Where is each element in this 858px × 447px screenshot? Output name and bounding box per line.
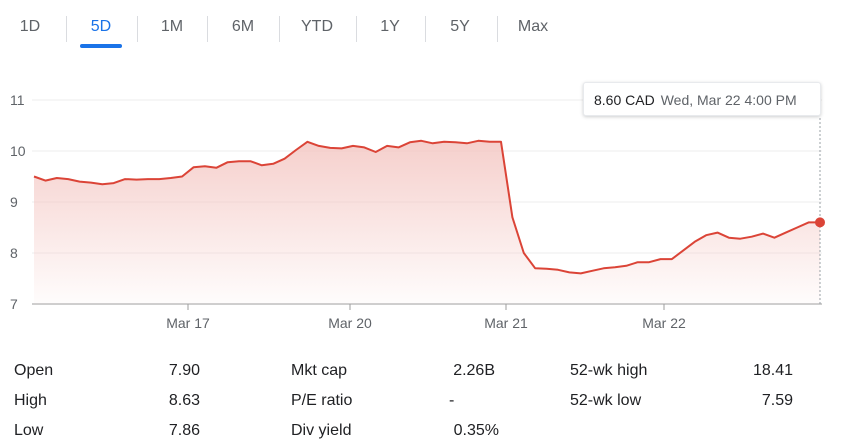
52-wk-low-label: 52-wk low <box>570 392 642 409</box>
tab-divider <box>279 16 280 42</box>
open-label: Open <box>14 362 54 379</box>
price-tooltip: 8.60 CAD Wed, Mar 22 4:00 PM <box>583 82 821 116</box>
tab-label: Max <box>517 18 549 35</box>
pe-ratio-label: P/E ratio <box>291 392 353 409</box>
tooltip-price: 8.60 CAD <box>594 92 655 108</box>
tab-6m[interactable]: 6M <box>221 10 265 44</box>
y-axis: 7 8 9 10 11 <box>10 92 26 312</box>
x-tick-label: Mar 20 <box>328 315 372 331</box>
tab-label: 5D <box>90 18 112 35</box>
low-label: Low <box>14 422 44 439</box>
tab-ytd[interactable]: YTD <box>292 10 342 44</box>
52-wk-low-value: 7.59 <box>761 392 793 409</box>
y-tick-label: 10 <box>10 143 26 159</box>
stats-table: Open 7.90 High 8.63 Low 7.86 Mkt cap 2.2… <box>0 356 858 447</box>
52-wk-high-label: 52-wk high <box>570 362 648 379</box>
y-tick-label: 7 <box>10 296 18 312</box>
mkt-cap-value: 2.26B <box>453 362 495 379</box>
price-area <box>34 140 820 304</box>
open-value: 7.90 <box>168 362 200 379</box>
tab-5d[interactable]: 5D <box>80 10 122 48</box>
tab-label: 6M <box>231 18 255 35</box>
price-chart[interactable]: 7 8 9 10 11 Mar 17 Mar 20 Mar 21 Mar 22 <box>0 60 858 340</box>
tab-1m[interactable]: 1M <box>150 10 194 44</box>
tab-label: 1Y <box>380 18 400 35</box>
tooltip-time: Wed, Mar 22 4:00 PM <box>660 92 797 108</box>
tab-divider <box>497 16 498 42</box>
tab-label: 5Y <box>450 18 470 35</box>
div-yield-label: Div yield <box>291 422 352 439</box>
x-tick-label: Mar 17 <box>166 315 210 331</box>
tab-label: 1M <box>160 18 184 35</box>
y-tick-label: 8 <box>10 245 18 261</box>
current-price-point <box>815 217 825 228</box>
tab-divider <box>356 16 357 42</box>
tab-label: YTD <box>301 18 333 35</box>
tab-divider <box>207 16 208 42</box>
high-value: 8.63 <box>168 392 200 409</box>
tab-1y[interactable]: 1Y <box>370 10 410 44</box>
tab-divider <box>137 16 138 42</box>
y-tick-label: 11 <box>10 92 25 108</box>
pe-ratio-value: - <box>449 392 455 409</box>
x-tick-label: Mar 21 <box>484 315 528 331</box>
low-value: 7.86 <box>168 422 200 439</box>
active-tab-indicator <box>80 44 122 48</box>
price-line <box>33 139 820 275</box>
mkt-cap-label: Mkt cap <box>291 362 348 379</box>
tab-divider <box>66 16 67 42</box>
tab-divider <box>425 16 426 42</box>
range-tabs: 1D 5D 1M 6M YTD 1Y 5Y Max <box>0 0 858 48</box>
tab-1d[interactable]: 1D <box>10 10 50 44</box>
x-axis: Mar 17 Mar 20 Mar 21 Mar 22 <box>166 304 686 331</box>
tab-5y[interactable]: 5Y <box>440 10 480 44</box>
tab-max[interactable]: Max <box>510 10 556 44</box>
tab-label: 1D <box>19 18 41 35</box>
x-tick-label: Mar 22 <box>642 315 686 331</box>
y-tick-label: 9 <box>10 194 18 210</box>
52-wk-high-value: 18.41 <box>752 362 793 379</box>
div-yield-value: 0.35% <box>453 422 499 439</box>
high-label: High <box>14 392 47 409</box>
